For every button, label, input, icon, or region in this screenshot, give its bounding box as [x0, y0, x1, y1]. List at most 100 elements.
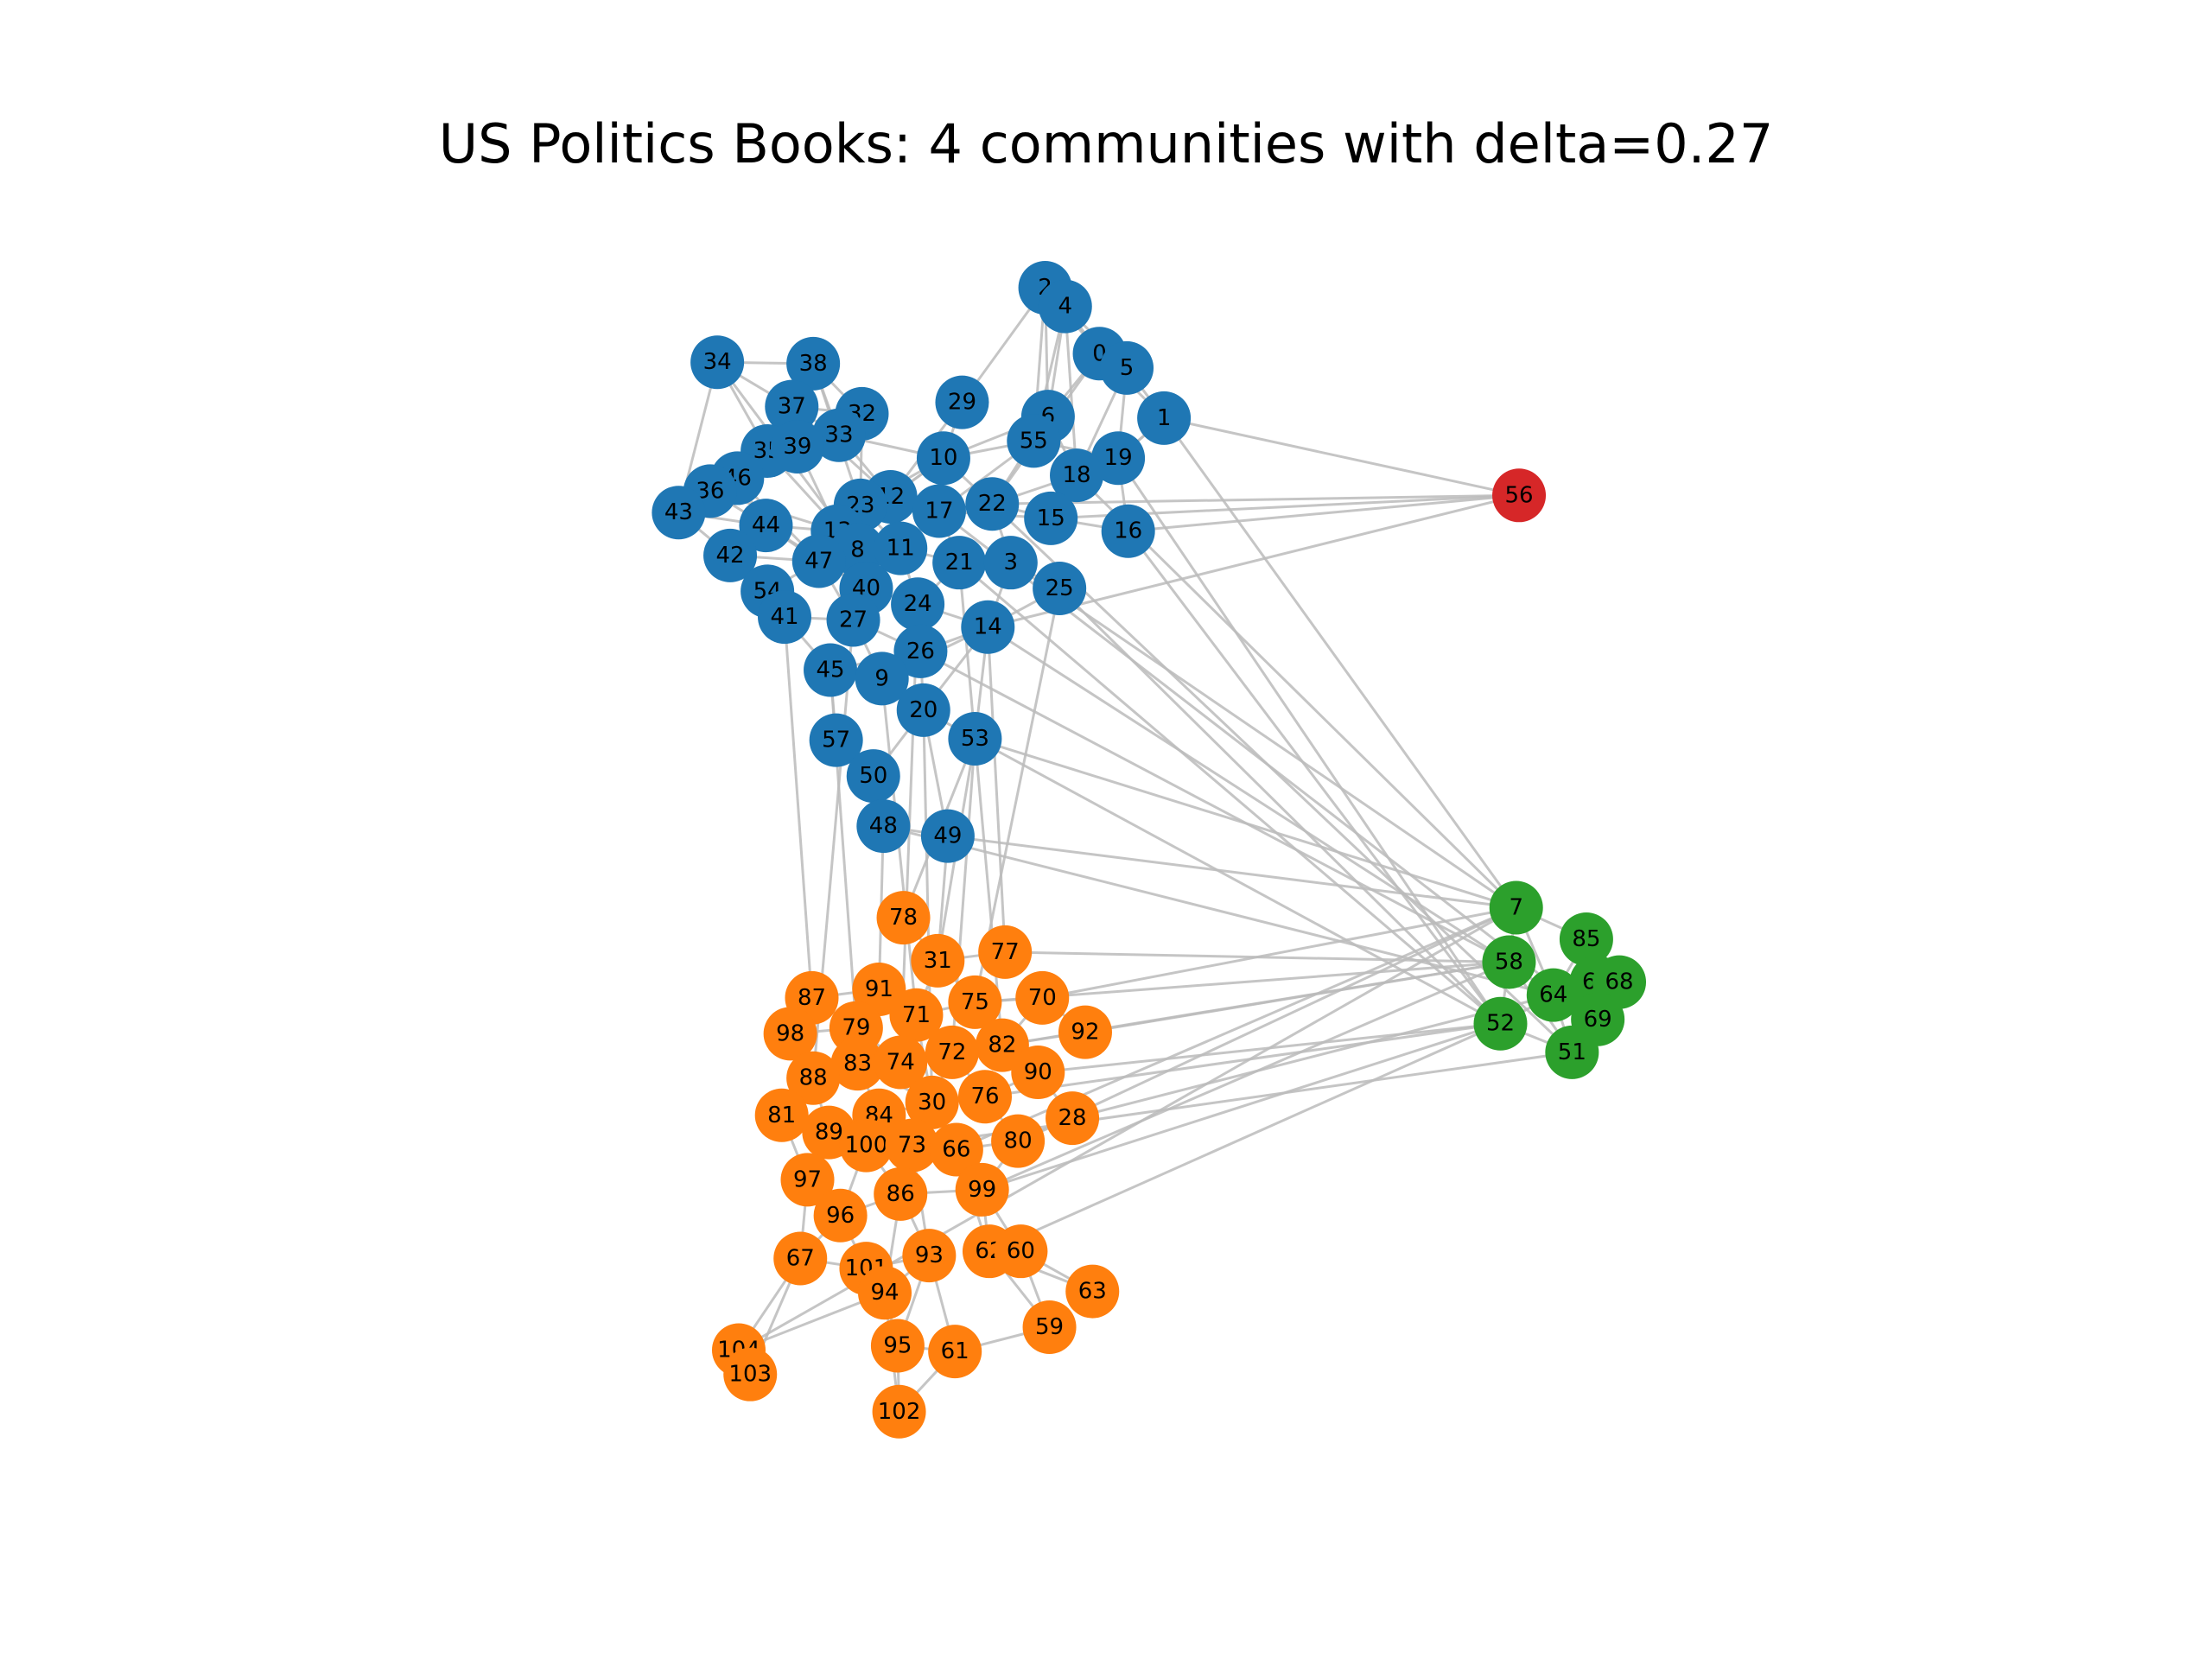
node-label-59: 59	[1035, 1314, 1064, 1340]
edge-87-41	[783, 617, 813, 999]
node-57: 57	[809, 713, 863, 767]
node-circle-71	[889, 988, 944, 1042]
node-67: 67	[773, 1231, 828, 1286]
node-circle-41	[758, 590, 812, 645]
node-74: 74	[874, 1035, 928, 1090]
edge-16-56	[1128, 493, 1520, 533]
node-label-98: 98	[776, 1020, 804, 1046]
node-circle-44	[739, 499, 793, 553]
node-circle-18	[1050, 448, 1104, 503]
node-27: 27	[826, 593, 880, 647]
node-circle-81	[754, 1088, 809, 1142]
node-label-103: 103	[728, 1362, 772, 1388]
node-label-5: 5	[1120, 355, 1135, 381]
node-label-11: 11	[887, 536, 915, 562]
node-44: 44	[739, 499, 793, 553]
edge-77-58	[1005, 950, 1510, 963]
node-circle-3	[983, 536, 1038, 590]
node-label-49: 49	[933, 823, 962, 849]
node-103: 103	[723, 1347, 778, 1402]
node-93: 93	[902, 1229, 957, 1283]
node-56: 56	[1492, 468, 1547, 523]
node-49: 49	[920, 809, 975, 863]
node-10: 10	[916, 431, 970, 486]
edge-99-58	[982, 961, 1510, 1192]
node-3: 3	[983, 536, 1038, 590]
node-label-55: 55	[1020, 428, 1048, 454]
node-circle-17	[912, 484, 966, 538]
node-circle-102	[872, 1384, 926, 1439]
node-45: 45	[804, 643, 858, 697]
edge-28-64	[1071, 994, 1554, 1120]
node-label-94: 94	[870, 1280, 899, 1306]
node-label-89: 89	[815, 1120, 843, 1146]
edge-49-7	[947, 835, 1516, 909]
edge-70-7	[1041, 906, 1516, 1000]
node-circle-1	[1137, 391, 1192, 445]
node-circle-74	[874, 1035, 928, 1090]
node-circle-19	[1091, 431, 1146, 486]
node-circle-9	[855, 652, 909, 706]
edge-53-52	[974, 737, 1502, 1026]
node-label-47: 47	[804, 549, 833, 575]
node-circle-14	[961, 600, 1015, 654]
node-label-67: 67	[786, 1245, 815, 1271]
node-circle-98	[763, 1007, 817, 1061]
node-circle-29	[935, 375, 989, 429]
node-circle-64	[1526, 968, 1580, 1022]
node-circle-25	[1033, 562, 1087, 616]
node-circle-50	[846, 749, 900, 804]
node-circle-85	[1559, 912, 1613, 966]
node-circle-95	[870, 1319, 925, 1373]
node-circle-86	[874, 1166, 928, 1221]
edge-62-52	[988, 1022, 1502, 1253]
node-37: 37	[765, 379, 819, 434]
node-25: 25	[1033, 562, 1087, 616]
node-circle-100	[839, 1118, 893, 1173]
node-77: 77	[978, 925, 1033, 979]
edge-76-52	[984, 1022, 1501, 1098]
node-73: 73	[885, 1118, 939, 1173]
node-label-43: 43	[664, 499, 693, 525]
node-label-80: 80	[1004, 1128, 1033, 1154]
node-circle-66	[929, 1122, 983, 1177]
node-label-8: 8	[850, 537, 865, 563]
node-24: 24	[891, 577, 945, 632]
node-label-76: 76	[970, 1084, 999, 1109]
node-circle-15	[1024, 491, 1078, 545]
node-18: 18	[1050, 448, 1104, 503]
node-circle-22	[965, 477, 1020, 531]
node-33: 33	[811, 408, 866, 462]
node-label-88: 88	[799, 1065, 828, 1091]
node-label-51: 51	[1558, 1039, 1586, 1065]
node-circle-51	[1545, 1025, 1599, 1079]
node-circle-52	[1473, 996, 1528, 1051]
node-circle-57	[809, 713, 863, 767]
node-circle-60	[994, 1224, 1048, 1279]
node-label-26: 26	[906, 639, 935, 664]
node-circle-90	[1011, 1046, 1065, 1100]
edge-10-51	[942, 457, 1573, 1053]
node-94: 94	[858, 1266, 912, 1320]
node-97: 97	[780, 1153, 835, 1207]
node-circle-92	[1058, 1005, 1112, 1059]
node-label-57: 57	[822, 728, 850, 753]
node-label-53: 53	[961, 726, 989, 752]
node-label-21: 21	[945, 550, 974, 575]
node-circle-48	[856, 799, 911, 854]
node-label-34: 34	[703, 349, 732, 375]
node-48: 48	[856, 799, 911, 854]
node-label-91: 91	[865, 976, 893, 1002]
node-42: 42	[703, 528, 758, 582]
node-circle-26	[893, 624, 948, 678]
node-label-3: 3	[1004, 550, 1019, 575]
node-58: 58	[1482, 935, 1536, 989]
node-label-15: 15	[1037, 505, 1065, 531]
node-98: 98	[763, 1007, 817, 1061]
node-circle-21	[932, 536, 987, 590]
node-label-73: 73	[898, 1133, 926, 1159]
node-76: 76	[957, 1070, 1012, 1124]
node-30: 30	[905, 1075, 959, 1129]
node-41: 41	[758, 590, 812, 645]
